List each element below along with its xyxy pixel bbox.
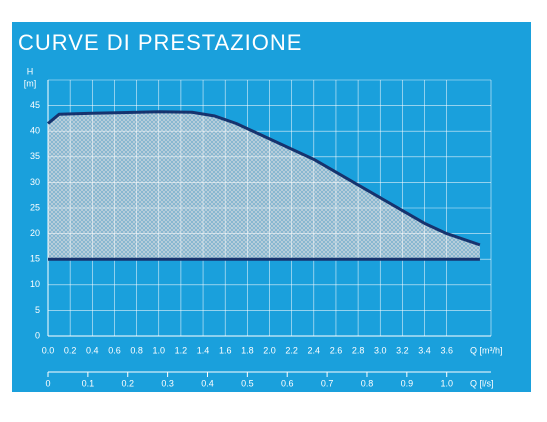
x2-tick-label: 0	[45, 378, 50, 388]
y-axis-label: H	[27, 66, 34, 76]
y-tick-label: 20	[30, 228, 40, 238]
x-tick-label: 1.6	[219, 345, 232, 355]
x2-tick-label: 0.3	[161, 378, 174, 388]
y-tick-label: 5	[35, 305, 40, 315]
y-tick-label: 0	[35, 330, 40, 340]
x-tick-label: 3.0	[374, 345, 387, 355]
x2-tick-label: 0.7	[321, 378, 334, 388]
x-tick-label: 2.4	[308, 345, 321, 355]
curve	[47, 110, 481, 247]
x2-tick-label: 0.4	[201, 378, 214, 388]
chart-title: CURVE DI PRESTAZIONE	[18, 30, 302, 55]
y-tick-label: 45	[30, 100, 40, 110]
y-tick-label: 25	[30, 202, 40, 212]
x-tick-label: 0.2	[64, 345, 77, 355]
x2-tick-label: 0.2	[121, 378, 134, 388]
y-axis-unit: [m]	[24, 78, 37, 88]
x-tick-label: 0.4	[86, 345, 99, 355]
x-tick-label: 2.6	[330, 345, 343, 355]
x-tick-label: 3.6	[440, 345, 453, 355]
x-tick-label: 3.4	[418, 345, 431, 355]
x-tick-label: 0.6	[108, 345, 121, 355]
x2-tick-label: 0.6	[281, 378, 294, 388]
y-tick-label: 30	[30, 177, 40, 187]
x-tick-label: 2.0	[263, 345, 276, 355]
y-tick-label: 40	[30, 126, 40, 136]
x-tick-label: 2.2	[285, 345, 298, 355]
x-tick-label: 2.8	[352, 345, 365, 355]
x-axis-label: Q [m³/h]	[470, 345, 503, 355]
x2-tick-label: 0.5	[241, 378, 254, 388]
x2-tick-label: 0.9	[401, 378, 414, 388]
x-tick-label: 1.4	[197, 345, 210, 355]
x-tick-label: 1.8	[241, 345, 254, 355]
x-tick-label: 1.0	[152, 345, 165, 355]
x-tick-label: 1.2	[175, 345, 188, 355]
x-tick-label: 3.2	[396, 345, 409, 355]
x2-axis-label: Q [l/s]	[470, 378, 494, 388]
x2-tick-label: 1.0	[440, 378, 453, 388]
x2-tick-label: 0.8	[361, 378, 374, 388]
y-tick-label: 10	[30, 279, 40, 289]
y-tick-label: 15	[30, 254, 40, 264]
x-tick-label: 0.0	[42, 345, 55, 355]
y-tick-label: 35	[30, 151, 40, 161]
x-tick-label: 0.8	[130, 345, 143, 355]
x2-tick-label: 0.1	[82, 378, 95, 388]
area-fill	[48, 111, 480, 260]
